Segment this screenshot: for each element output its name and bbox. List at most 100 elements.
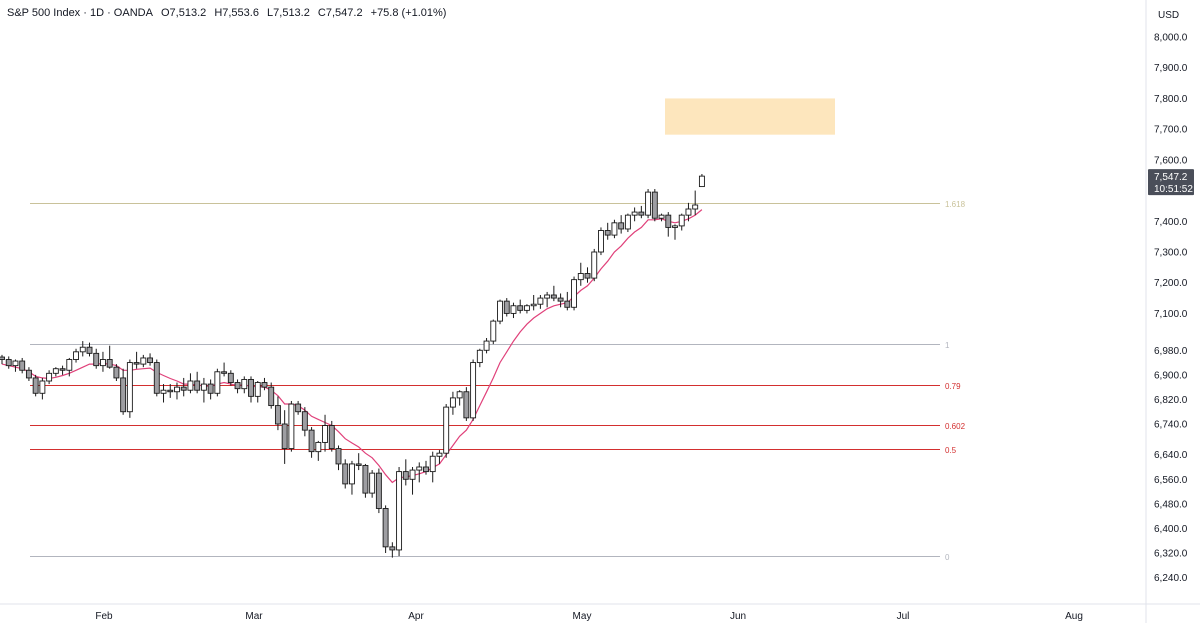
candle[interactable] <box>665 212 672 237</box>
candle[interactable] <box>510 302 517 319</box>
candle[interactable] <box>167 384 174 398</box>
candle[interactable] <box>301 407 308 437</box>
candle[interactable] <box>375 468 382 514</box>
candle[interactable] <box>39 377 46 400</box>
candle[interactable] <box>611 219 618 239</box>
candle[interactable] <box>685 202 692 222</box>
candle[interactable] <box>32 374 39 397</box>
candle[interactable] <box>443 404 450 458</box>
candle[interactable] <box>618 215 625 234</box>
candle[interactable] <box>73 348 79 363</box>
candle[interactable] <box>153 359 160 397</box>
candle[interactable] <box>113 364 120 381</box>
candle[interactable] <box>342 459 349 489</box>
candle[interactable] <box>429 451 436 483</box>
candle[interactable] <box>456 390 463 406</box>
candle[interactable] <box>12 359 19 372</box>
candle[interactable] <box>281 410 288 464</box>
candle[interactable] <box>584 267 591 283</box>
candle[interactable] <box>631 207 638 222</box>
candle[interactable] <box>604 222 611 240</box>
candle[interactable] <box>389 542 396 558</box>
candle[interactable] <box>268 382 275 409</box>
candle[interactable] <box>396 467 403 557</box>
candle[interactable] <box>416 462 423 483</box>
candle[interactable] <box>544 291 551 308</box>
candle[interactable] <box>449 391 456 415</box>
candle[interactable] <box>537 295 544 309</box>
currency-label[interactable]: USD <box>1158 10 1179 21</box>
candle[interactable] <box>402 459 409 486</box>
candle[interactable] <box>483 338 490 354</box>
candle[interactable] <box>274 396 281 431</box>
candle[interactable] <box>187 373 194 394</box>
candle[interactable] <box>261 377 268 391</box>
candle[interactable] <box>355 453 362 471</box>
candle[interactable] <box>207 379 214 400</box>
candle[interactable] <box>86 342 93 357</box>
candle[interactable] <box>46 370 53 385</box>
candle[interactable] <box>248 376 254 403</box>
candle[interactable] <box>523 304 530 314</box>
candle[interactable] <box>308 427 315 458</box>
candle[interactable] <box>550 285 557 302</box>
candle[interactable] <box>328 420 335 452</box>
candle[interactable] <box>93 348 100 369</box>
candle[interactable] <box>517 299 524 314</box>
price-axis[interactable]: 8,000.0 7,900.0 7,800.0 7,700.0 7,600.0 7,400… <box>1154 33 1188 585</box>
candle[interactable] <box>423 460 429 475</box>
candle[interactable] <box>335 445 342 471</box>
candle[interactable] <box>672 224 678 240</box>
candle[interactable] <box>79 341 86 357</box>
time-axis[interactable]: Feb Mar Apr May Jun Jul Aug <box>95 611 1083 622</box>
candle[interactable] <box>133 351 140 369</box>
candle[interactable] <box>147 353 154 366</box>
candle[interactable] <box>624 213 631 233</box>
candle[interactable] <box>369 470 376 498</box>
candle[interactable] <box>598 227 604 256</box>
candle[interactable] <box>638 205 645 219</box>
candle[interactable] <box>59 365 66 375</box>
candle[interactable] <box>476 348 483 368</box>
candle[interactable] <box>288 400 295 452</box>
candle[interactable] <box>490 319 497 345</box>
candle[interactable] <box>160 384 167 403</box>
candle[interactable] <box>52 367 59 377</box>
candle[interactable] <box>180 377 187 397</box>
candle[interactable] <box>234 379 241 394</box>
candle[interactable] <box>241 376 248 394</box>
candle[interactable] <box>557 293 564 308</box>
candle[interactable] <box>678 213 685 231</box>
candle[interactable] <box>0 354 5 365</box>
candle[interactable] <box>470 359 477 421</box>
candle[interactable] <box>25 367 32 381</box>
candle[interactable] <box>530 295 537 311</box>
candle[interactable] <box>126 359 133 418</box>
candle[interactable] <box>19 357 26 374</box>
candle[interactable] <box>5 356 12 369</box>
candle[interactable] <box>66 357 73 377</box>
candle[interactable] <box>362 463 369 498</box>
candle[interactable] <box>106 345 113 369</box>
candle[interactable] <box>436 450 443 464</box>
target-zone[interactable] <box>665 98 835 135</box>
candle[interactable] <box>503 298 510 317</box>
candle[interactable] <box>651 189 658 222</box>
candle[interactable] <box>564 291 571 311</box>
candle[interactable] <box>174 382 180 400</box>
candle[interactable] <box>349 460 355 495</box>
candle[interactable] <box>409 467 416 495</box>
candle[interactable] <box>692 190 699 216</box>
candle[interactable] <box>140 354 147 368</box>
candle[interactable] <box>497 299 503 325</box>
candle[interactable] <box>463 387 470 421</box>
candle[interactable] <box>322 414 328 452</box>
candle[interactable] <box>295 400 302 415</box>
candle[interactable] <box>227 370 234 386</box>
candle[interactable] <box>591 248 598 282</box>
candle[interactable] <box>698 173 705 188</box>
candle[interactable] <box>200 377 207 403</box>
candle[interactable] <box>382 505 389 553</box>
candle[interactable] <box>120 368 127 415</box>
